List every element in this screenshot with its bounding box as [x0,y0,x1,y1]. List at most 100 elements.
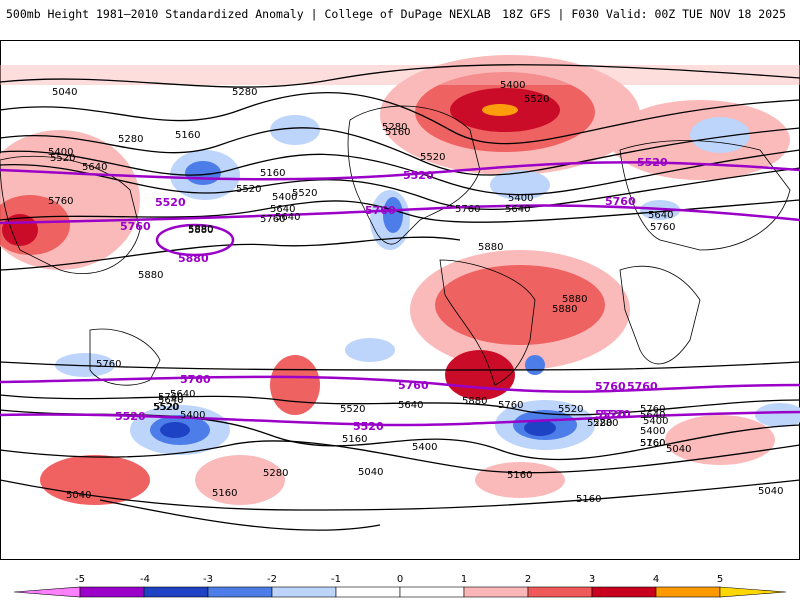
contour-label: 5040 [66,490,91,501]
colorbar-swatch [271,586,337,598]
contour-label: 5520 [524,94,549,105]
colorbar: -5 -4 -3 -2 -1 0 1 2 3 4 5 [13,574,787,598]
purple-label: 5520 [115,410,146,423]
colorbar-tick: 0 [397,574,403,585]
purple-label: 5760 [120,220,151,233]
contour-label: 5640 [82,162,107,173]
colorbar-swatch [207,586,273,598]
contour-label: 5160 [212,488,237,499]
colorbar-swatch [13,586,81,598]
contour-label: 5040 [758,486,783,497]
colorbar-swatch [591,586,657,598]
contour-label: 5400 [508,193,533,204]
contour-label: 5640 [170,389,195,400]
contour-label: 5160 [385,127,410,138]
contour-label: 5760 [48,196,73,207]
contour-label: 5520 [292,188,317,199]
colorbar-swatches [13,586,787,598]
colorbar-tick: -2 [267,574,277,585]
contour-label: 5400 [180,410,205,421]
contour-label: 5400 [640,426,665,437]
colorbar-swatch [335,586,401,598]
colorbar-tick: 2 [525,574,531,585]
contour-label: 5640 [505,204,530,215]
contour-label: 5160 [640,438,665,449]
colorbar-tick: 4 [653,574,659,585]
contour-label: 5280 [593,418,618,429]
contour-label: 5520 [340,404,365,415]
contour-label: 5520 [558,404,583,415]
contour-label: 5880 [552,304,577,315]
purple-label: 5520 [353,420,384,433]
contour-label: 5760 [96,359,121,370]
contour-label: 5880 [188,225,213,236]
purple-label: 5520 [595,408,626,421]
contour-label: 5520 [153,402,178,413]
colorbar-swatch [463,586,529,598]
colorbar-tick: 3 [589,574,595,585]
contour-label: 5760 [158,392,183,403]
contour-label: 5280 [263,468,288,479]
contour-label: 5160 [342,434,367,445]
contour-label: 5760 [498,400,523,411]
colorbar-tick: 1 [461,574,467,585]
contour-label: 5760 [650,222,675,233]
colorbar-tick: -3 [203,574,213,585]
purple-label: 5520 [155,196,186,209]
purple-label: 5520 [637,156,668,169]
colorbar-tick: -1 [331,574,341,585]
run-info: 18Z GFS | F030 Valid: 00Z TUE NOV 18 202… [502,7,786,21]
colorbar-swatch [527,586,593,598]
contour-label: 5400 [48,147,73,158]
purple-contours [0,161,800,427]
colorbar-ticks: -5 -4 -3 -2 -1 0 1 2 3 4 5 [75,574,723,585]
contour-label: 5640 [275,212,300,223]
contour-label: 5280 [118,134,143,145]
purple-label: 5760 [365,204,396,217]
contour-label: 5520 [236,184,261,195]
purple-label: 5520 [403,169,434,182]
contour-label: 5880 [478,242,503,253]
contour-label: 5880 [138,270,163,281]
contour-label: 5400 [643,416,668,427]
contour-label: 5520 [420,152,445,163]
contour-label: 5040 [666,444,691,455]
contour-label: 5760 [640,404,665,415]
colorbar-swatch [79,586,145,598]
negative-anomaly-regions [55,115,800,455]
colorbar-tick: -4 [140,574,150,585]
header: 500mb Height 1981–2010 Standardized Anom… [0,0,800,28]
contour-label: 5880 [462,396,487,407]
colorbar-tick: 5 [717,574,723,585]
contour-label: 5280 [587,418,612,429]
purple-label: 5520 [600,408,631,421]
colorbar-swatch [719,586,787,598]
purple-label: 5760 [180,373,211,386]
contour-label: 5760 [640,438,665,449]
contour-label: 5520 [154,402,179,413]
contour-label: 5040 [52,87,77,98]
purple-contour-labels: 5520 5760 5880 5520 5760 5520 5760 5520 … [115,156,668,433]
colorbar-swatch [399,586,465,598]
colorbar-tick: -5 [75,574,85,585]
contour-label: 5760 [455,204,480,215]
purple-label: 5760 [605,195,636,208]
contour-label: 5640 [640,410,665,421]
contour-label: 5160 [260,168,285,179]
colorbar-swatch [143,586,209,598]
contour-label: 5640 [398,400,423,411]
contour-label: 5400 [500,80,525,91]
contour-label: 5160 [175,130,200,141]
contour-label: 5280 [382,122,407,133]
black-contour-labels: 5040 5280 5160 5280 5400 5520 5640 5760 … [48,80,783,505]
anomaly-map: 5040 5280 5160 5280 5400 5520 5640 5760 … [0,40,800,560]
colorbar-swatch [655,586,721,598]
purple-label: 5760 [398,379,429,392]
purple-label: 5760 [595,380,626,393]
contour-label: 5760 [260,214,285,225]
contour-label: 5640 [158,395,183,406]
contour-label: 5400 [412,442,437,453]
contour-label: 5160 [507,470,532,481]
contour-label: 5640 [270,204,295,215]
contour-label: 5520 [50,153,75,164]
